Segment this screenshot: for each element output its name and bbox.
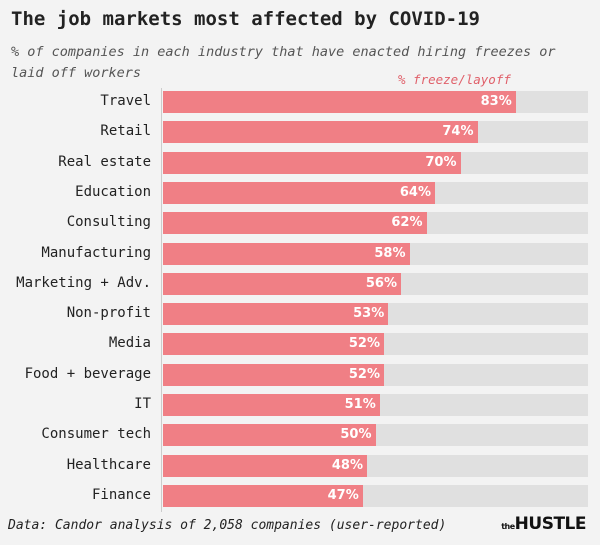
y-axis-line xyxy=(161,88,162,512)
bar-row: Non-profit 53% xyxy=(0,303,600,326)
value-label: 51% xyxy=(344,397,376,412)
legend-label: % freeze/layoff xyxy=(398,72,511,87)
value-label: 62% xyxy=(391,215,423,231)
bar-track: 70% xyxy=(163,151,588,174)
value-label: 53% xyxy=(353,306,385,322)
source-note: Data: Candor analysis of 2,058 companies… xyxy=(8,518,447,533)
logo-text: HUSTLE xyxy=(514,514,587,534)
chart-title: The job markets most affected by COVID-1… xyxy=(11,8,480,30)
bar: 70% xyxy=(163,151,461,174)
value-label: 50% xyxy=(340,427,372,443)
bar-track: 62% xyxy=(163,212,588,235)
chart-subtitle: % of companies in each industry that hav… xyxy=(11,44,556,81)
value-label: 52% xyxy=(348,366,380,382)
value-label: 64% xyxy=(399,184,431,200)
bar: 52% xyxy=(163,363,384,386)
category-label: Retail xyxy=(100,123,151,140)
bar: 64% xyxy=(163,181,435,204)
bar: 47% xyxy=(163,484,363,507)
value-label: 47% xyxy=(327,487,359,503)
bar-row: Finance 47% xyxy=(0,484,600,507)
category-label: Consulting xyxy=(66,214,151,231)
category-label: Manufacturing xyxy=(41,244,151,261)
value-label: 70% xyxy=(425,154,457,170)
bar: 83% xyxy=(163,91,516,113)
bar-row: Real estate 70% xyxy=(0,151,600,174)
category-label: Finance xyxy=(91,486,151,503)
bar-row: Consulting 62% xyxy=(0,212,600,235)
bar-row: Travel 83% xyxy=(0,91,600,113)
bar: 48% xyxy=(163,454,367,477)
category-label: Media xyxy=(108,335,151,352)
bar: 56% xyxy=(163,272,401,295)
bar: 50% xyxy=(163,424,376,447)
logo-small-text: the xyxy=(501,522,515,531)
bar-track: 56% xyxy=(163,272,588,295)
bar-row: Food + beverage 52% xyxy=(0,363,600,386)
bar-track: 48% xyxy=(163,454,588,477)
bar-track: 52% xyxy=(163,333,588,356)
bar: 53% xyxy=(163,303,389,326)
category-label: Education xyxy=(75,183,151,200)
category-label: Marketing + Adv. xyxy=(16,274,151,291)
bar-row: Retail 74% xyxy=(0,121,600,144)
category-label: Non-profit xyxy=(66,305,151,322)
bar: 51% xyxy=(163,394,380,416)
value-label: 52% xyxy=(348,336,380,352)
bar: 62% xyxy=(163,212,427,235)
bar-row: Education 64% xyxy=(0,181,600,204)
bar-row: Consumer tech 50% xyxy=(0,424,600,447)
category-label: IT xyxy=(134,396,151,412)
bar-track: 51% xyxy=(163,394,588,416)
bar-row: Marketing + Adv. 56% xyxy=(0,272,600,295)
bar-row: Healthcare 48% xyxy=(0,454,600,477)
bar-track: 83% xyxy=(163,91,588,113)
bar-row: Manufacturing 58% xyxy=(0,242,600,265)
category-label: Consumer tech xyxy=(41,426,151,443)
bar-track: 74% xyxy=(163,121,588,144)
bar-row: IT 51% xyxy=(0,394,600,416)
hustle-logo: theHUSTLE xyxy=(501,514,586,534)
category-label: Healthcare xyxy=(66,456,151,473)
category-label: Travel xyxy=(100,93,151,109)
bar-track: 53% xyxy=(163,303,588,326)
bar-track: 47% xyxy=(163,484,588,507)
bar: 74% xyxy=(163,121,478,144)
value-label: 74% xyxy=(442,124,474,140)
value-label: 83% xyxy=(480,94,512,109)
bar: 58% xyxy=(163,242,410,265)
bar-track: 64% xyxy=(163,181,588,204)
bar-row: Media 52% xyxy=(0,333,600,356)
value-label: 48% xyxy=(331,457,363,473)
bar: 52% xyxy=(163,333,384,356)
category-label: Food + beverage xyxy=(24,365,151,382)
bar-track: 58% xyxy=(163,242,588,265)
category-label: Real estate xyxy=(58,153,151,170)
bar-track: 50% xyxy=(163,424,588,447)
value-label: 58% xyxy=(374,245,406,261)
value-label: 56% xyxy=(365,275,397,291)
bar-track: 52% xyxy=(163,363,588,386)
